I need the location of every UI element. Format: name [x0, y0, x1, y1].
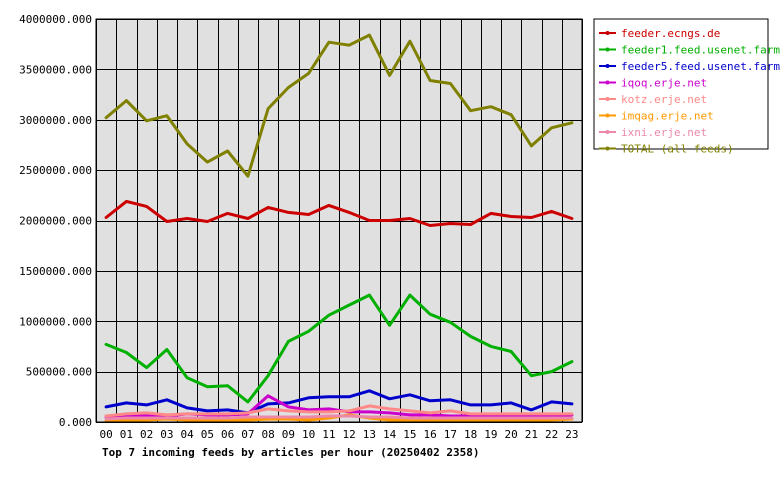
- y-tick-label: 0.000: [59, 416, 92, 429]
- x-tick-label: 03: [160, 428, 173, 441]
- x-tick-label: 12: [343, 428, 356, 441]
- legend-marker: [605, 47, 610, 52]
- series-lines: [104, 33, 574, 423]
- x-tick-label: 15: [403, 428, 416, 441]
- legend-marker: [605, 80, 610, 85]
- x-tick-label: 09: [282, 428, 295, 441]
- y-tick-label: 3000000.000: [19, 114, 92, 127]
- series-line: [104, 414, 574, 421]
- x-tick-label: 16: [424, 428, 437, 441]
- legend-marker: [605, 64, 610, 68]
- x-tick-label: 19: [484, 428, 497, 441]
- x-tick-label: 21: [525, 428, 538, 441]
- x-tick-label: 13: [363, 428, 376, 441]
- legend-label: iqoq.erje.net: [621, 77, 707, 90]
- legend-marker: [605, 146, 610, 151]
- legend-label: TOTAL (all feeds): [621, 143, 734, 156]
- x-tick-label: 06: [221, 428, 234, 441]
- x-tick-label: 11: [322, 428, 335, 441]
- legend-marker: [605, 130, 610, 134]
- series-line: [104, 199, 574, 227]
- legend: feeder.ecngs.de feeder1.feed.usenet.farm f…: [593, 18, 780, 156]
- x-tick-label: 04: [181, 428, 195, 441]
- legend-label: feeder.ecngs.de: [621, 27, 720, 40]
- series-line: [104, 404, 574, 418]
- legend-label: ixni.erje.net: [621, 126, 707, 139]
- y-tick-label: 2000000.000: [19, 215, 92, 228]
- plot-border: [95, 18, 583, 423]
- y-tick-label: 2500000.000: [19, 164, 92, 177]
- x-tick-label: 10: [302, 428, 315, 441]
- x-tick-label: 17: [444, 428, 457, 441]
- legend-items: feeder.ecngs.de feeder1.feed.usenet.farm f…: [599, 27, 780, 156]
- x-tick-label: 22: [545, 428, 558, 441]
- y-tick-label: 3500000.000: [19, 63, 92, 76]
- x-tick-label: 00: [100, 428, 113, 441]
- legend-label: feeder1.feed.usenet.farm: [621, 44, 780, 57]
- y-tick-label: 1000000.000: [19, 315, 92, 328]
- series-line: [104, 293, 574, 404]
- chart-title: Top 7 incoming feeds by articles per hou…: [102, 446, 480, 459]
- x-tick-label: 01: [120, 428, 133, 441]
- legend-label: imqag.erje.net: [621, 110, 714, 123]
- y-tick-label: 500000.000: [26, 366, 92, 379]
- x-tick-labels: 00 01 02 03 04 05 06 07 08 09 10 11 12 13 14 15 16 17 18 19…: [100, 428, 579, 441]
- x-tick-label: 02: [140, 428, 153, 441]
- x-tick-label: 08: [262, 428, 275, 441]
- x-tick-label: 23: [565, 428, 578, 441]
- y-tick-label: 1500000.000: [19, 265, 92, 278]
- x-tick-label: 20: [505, 428, 518, 441]
- series-line: [104, 389, 574, 415]
- legend-marker: [605, 113, 610, 118]
- legend-marker: [605, 97, 610, 101]
- x-tick-label: 14: [383, 428, 397, 441]
- y-tick-labels: 0.000 500000.000 1000000.000 1500000.000 200…: [19, 13, 92, 429]
- legend-label: kotz.erje.net: [621, 93, 707, 106]
- x-tick-label: 07: [241, 428, 254, 441]
- series-line: [104, 33, 574, 178]
- legend-box: [593, 18, 769, 150]
- legend-marker: [605, 31, 610, 35]
- x-tick-label: 05: [201, 428, 214, 441]
- y-tick-label: 4000000.000: [19, 13, 92, 26]
- legend-label: feeder5.feed.usenet.farm: [621, 60, 780, 73]
- x-tick-label: 18: [464, 428, 477, 441]
